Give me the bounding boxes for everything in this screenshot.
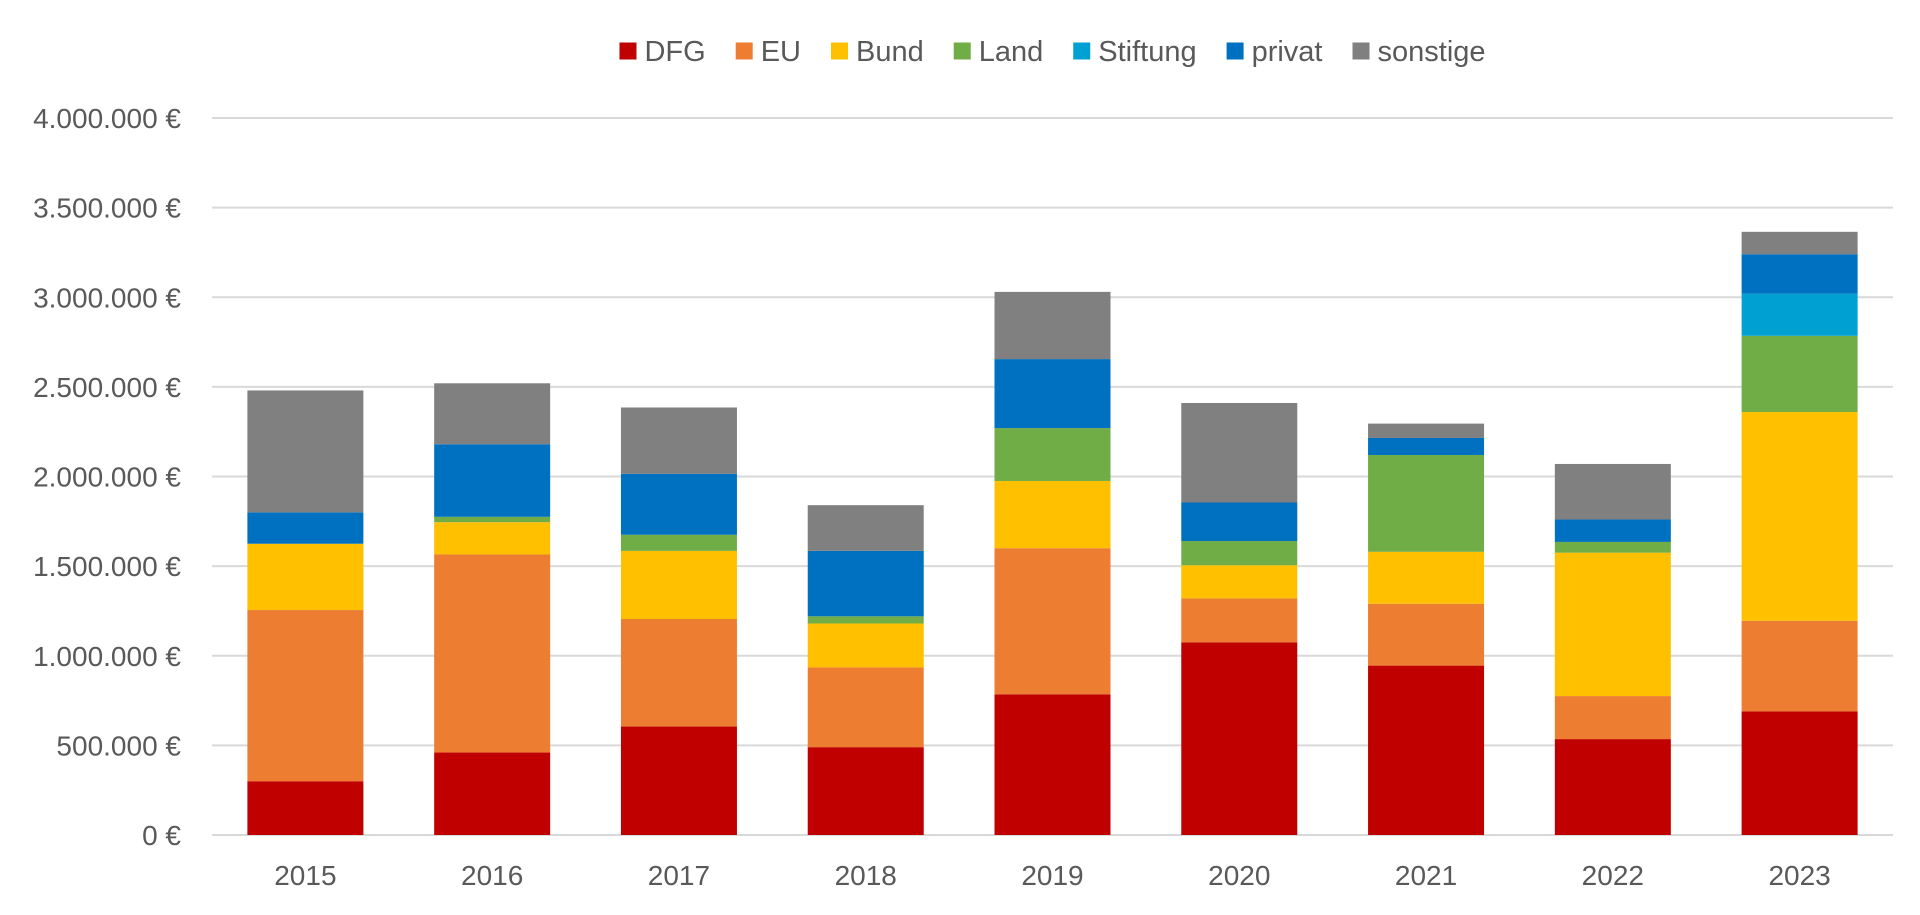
bar-segment-land-2018 (807, 616, 924, 624)
x-tick-label: 2023 (1768, 860, 1830, 891)
bar-segment-bund-2021 (1368, 551, 1485, 604)
bar-segment-eu-2023 (1741, 620, 1858, 712)
bar-segment-bund-2022 (1554, 552, 1671, 697)
legend-swatch (735, 42, 753, 60)
bar-segment-dfg-2022 (1554, 739, 1671, 835)
bar-segment-eu-2015 (247, 610, 364, 782)
x-tick-label: 2018 (835, 860, 897, 891)
legend-swatch (830, 42, 848, 60)
bar-segment-privat-2019 (994, 359, 1111, 429)
bar-segment-sonstige-2021 (1368, 423, 1485, 438)
legend-item-bund: Bund (830, 36, 924, 68)
bar-segment-land-2023 (1741, 335, 1858, 412)
bar-segment-bund-2015 (247, 543, 364, 611)
x-tick-label: 2020 (1208, 860, 1270, 891)
legend-item-eu: EU (735, 36, 801, 68)
legend-swatch (1073, 42, 1091, 60)
bar-segment-privat-2017 (620, 473, 737, 535)
bar-segment-land-2017 (620, 534, 737, 551)
bar-segment-sonstige-2020 (1181, 403, 1298, 503)
bar-segment-eu-2020 (1181, 598, 1298, 643)
legend-label: DFG (644, 36, 705, 68)
x-tick-label: 2017 (648, 860, 710, 891)
bar-segment-dfg-2018 (807, 747, 924, 835)
y-tick-label: 4.000.000 € (33, 103, 181, 134)
y-tick-label: 2.000.000 € (33, 462, 181, 493)
bar-segment-sonstige-2015 (247, 390, 364, 513)
bar-segment-land-2016 (434, 516, 551, 523)
bar-segment-sonstige-2019 (994, 291, 1111, 360)
x-tick-label: 2022 (1582, 860, 1644, 891)
bar-segment-land-2019 (994, 428, 1111, 481)
legend-item-dfg: DFG (619, 36, 706, 68)
legend-swatch (953, 42, 971, 60)
bar-segment-bund-2023 (1741, 411, 1858, 621)
bar-segment-land-2021 (1368, 454, 1485, 552)
y-tick-label: 3.500.000 € (33, 193, 181, 224)
y-tick-label: 2.500.000 € (33, 372, 181, 403)
bar-segment-bund-2018 (807, 623, 924, 668)
y-tick-label: 3.000.000 € (33, 282, 181, 313)
y-tick-label: 0 € (142, 820, 181, 851)
bar-segment-stiftung-2023 (1741, 293, 1858, 336)
y-axis: 0 € 500.000 € 1.000.000 € 1.500.000 € 2.000.… (33, 103, 181, 851)
x-tick-label: 2021 (1395, 860, 1457, 891)
legend-item-stiftung: Stiftung (1073, 36, 1197, 68)
y-tick-label: 500.000 € (56, 730, 181, 761)
bar-segment-land-2020 (1181, 541, 1298, 566)
bar-segment-land-2022 (1554, 541, 1671, 553)
bar-segment-privat-2016 (434, 444, 551, 517)
bar-segment-eu-2021 (1368, 603, 1485, 666)
legend-label: Bund (856, 36, 924, 68)
bar-segment-privat-2021 (1368, 437, 1485, 455)
bar-segment-dfg-2020 (1181, 642, 1298, 835)
legend: DFG EU Bund Land Stiftung privat sonstige (619, 36, 1486, 68)
bar-segment-eu-2019 (994, 548, 1111, 695)
bar-segment-eu-2018 (807, 667, 924, 748)
bar-segment-dfg-2023 (1741, 711, 1858, 835)
legend-label: sonstige (1378, 36, 1486, 68)
bar-segment-privat-2018 (807, 550, 924, 617)
y-tick-label: 1.000.000 € (33, 641, 181, 672)
bar-segment-sonstige-2016 (434, 383, 551, 445)
bar-segment-dfg-2017 (620, 726, 737, 835)
bar-segment-sonstige-2018 (807, 505, 924, 551)
bar-segment-eu-2017 (620, 619, 737, 727)
bar-segment-dfg-2019 (994, 694, 1111, 835)
legend-item-privat: privat (1226, 36, 1323, 68)
bar-segment-dfg-2021 (1368, 665, 1485, 835)
legend-item-land: Land (953, 36, 1044, 68)
bar-segment-bund-2017 (620, 550, 737, 620)
bar-segment-sonstige-2023 (1741, 231, 1858, 255)
y-tick-label: 1.500.000 € (33, 551, 181, 582)
legend-swatch (1352, 42, 1370, 60)
bar-segment-sonstige-2022 (1554, 463, 1671, 520)
x-axis: 2015 2016 2017 2018 2019 2020 2021 2022 2023 (274, 860, 1831, 891)
legend-item-sonstige: sonstige (1352, 36, 1486, 68)
x-tick-label: 2019 (1021, 860, 1083, 891)
bar-segment-eu-2022 (1554, 696, 1671, 740)
legend-swatch (1226, 42, 1244, 60)
bar-segment-bund-2020 (1181, 565, 1298, 599)
bar-segment-bund-2019 (994, 480, 1111, 549)
bar-segment-dfg-2015 (247, 781, 364, 835)
x-tick-label: 2015 (274, 860, 336, 891)
legend-label: privat (1252, 36, 1323, 68)
bar-segment-dfg-2016 (434, 752, 551, 835)
legend-label: Stiftung (1098, 36, 1196, 68)
bar-segment-privat-2022 (1554, 519, 1671, 542)
bar-segment-privat-2023 (1741, 254, 1858, 294)
bar-segment-bund-2016 (434, 522, 551, 555)
legend-label: EU (761, 36, 801, 68)
bar-segment-privat-2020 (1181, 502, 1298, 542)
bar-segment-sonstige-2017 (620, 407, 737, 474)
bar-segment-eu-2016 (434, 554, 551, 753)
bar-segment-privat-2015 (247, 512, 364, 544)
bars (247, 231, 1858, 835)
x-tick-label: 2016 (461, 860, 523, 891)
legend-label: Land (979, 36, 1044, 68)
legend-swatch (619, 42, 637, 60)
